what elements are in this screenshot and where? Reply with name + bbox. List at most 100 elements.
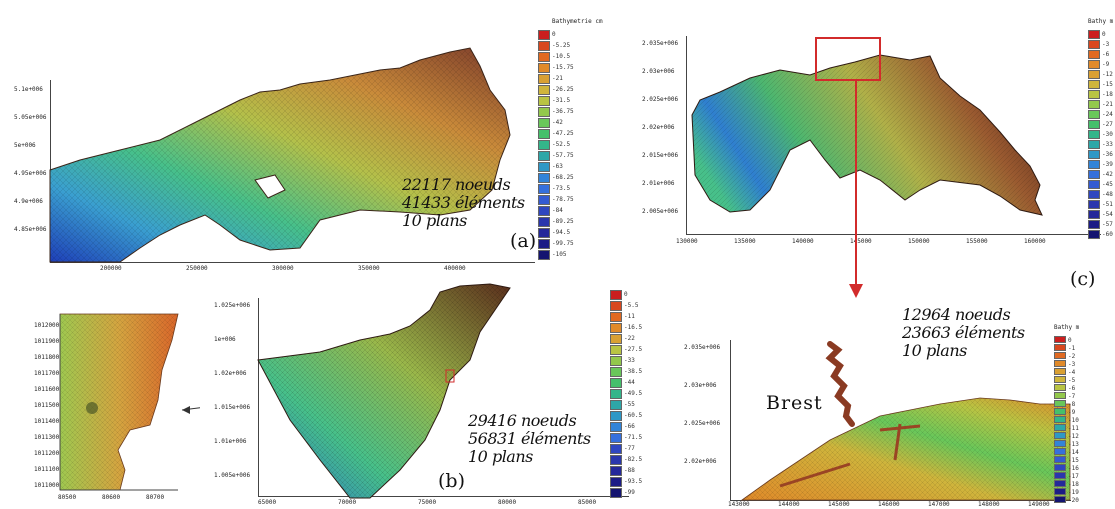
colorbar-label: -99 (624, 489, 635, 496)
colorbar-swatch (610, 455, 622, 465)
panel-b-zoom-box (445, 369, 455, 383)
colorbar-label: -18 (1068, 481, 1079, 488)
y-tick-label: 4.85e+006 (14, 226, 47, 233)
colorbar-label: -51 (1102, 201, 1113, 208)
x-tick-label: 149000 (1028, 501, 1050, 508)
colorbar-label: -66 (624, 423, 635, 430)
x-tick-label: 85000 (578, 499, 597, 506)
colorbar-label: -47.25 (552, 130, 574, 137)
colorbar-swatch (610, 345, 622, 355)
colorbar-swatch (1054, 336, 1066, 343)
colorbar-label: -24 (1102, 111, 1113, 118)
colorbar-swatch (610, 334, 622, 344)
colorbar-label: -71.5 (624, 434, 643, 441)
colorbar-swatch (610, 488, 622, 498)
y-tick-label: 5e+006 (14, 142, 36, 149)
colorbar-label: 0 (1068, 337, 1072, 344)
colorbar-swatch (538, 85, 550, 95)
colorbar-label: -7 (1068, 393, 1076, 400)
colorbar-swatch (1088, 200, 1100, 209)
colorbar-swatch (538, 140, 550, 150)
panel-c-colorbar-title: Bathy m (1088, 18, 1114, 25)
colorbar-swatch (1088, 150, 1100, 159)
colorbar-swatch (1054, 448, 1066, 455)
x-tick-label: 65000 (258, 499, 277, 506)
stat-nodes: 12964 noeuds (902, 305, 1011, 324)
colorbar-label: -19 (1068, 489, 1079, 496)
colorbar-swatch (610, 466, 622, 476)
colorbar-label: -15 (1068, 457, 1079, 464)
y-tick-label: 2.03e+006 (642, 68, 675, 75)
y-tick-label: 1011200 (34, 450, 60, 457)
y-tick-label: 1.005e+006 (214, 472, 251, 479)
colorbar-swatch (1054, 472, 1066, 479)
y-tick-label: 2.02e+006 (684, 458, 717, 465)
x-tick-label: 155000 (966, 238, 988, 245)
panel-c-axes (686, 36, 1101, 235)
y-tick-label: 1011400 (34, 418, 60, 425)
panel-a: 5.1e+006 5.05e+006 5e+006 4.95e+006 4.9e+006… (0, 0, 603, 272)
panel-a-colorbar-title: Bathymetrie cm (552, 18, 603, 25)
stat-elements: 41433 éléments (402, 193, 525, 212)
colorbar-label: -78.75 (552, 196, 574, 203)
colorbar-swatch (1054, 464, 1066, 471)
colorbar-label: -21 (552, 75, 563, 82)
y-tick-label: 1011100 (34, 466, 60, 473)
colorbar-swatch (610, 444, 622, 454)
y-tick-label: 5.05e+006 (14, 114, 47, 121)
colorbar-label: -9 (1102, 61, 1110, 68)
colorbar-label: -15.75 (552, 64, 574, 71)
colorbar-swatch (1088, 230, 1100, 239)
colorbar-swatch (538, 228, 550, 238)
y-tick-label: 1011900 (34, 338, 60, 345)
x-tick-label: 147000 (928, 501, 950, 508)
panel-c-zoom-mesh-map (740, 341, 1071, 501)
x-tick-label: 144000 (778, 501, 800, 508)
x-tick-label: 250000 (186, 265, 208, 272)
panel-b-mesh-map (257, 283, 511, 499)
inset-link-arrow (181, 407, 200, 411)
y-tick-label: 1012000 (34, 322, 60, 329)
colorbar-swatch (538, 184, 550, 194)
x-tick-label: 140000 (792, 238, 814, 245)
colorbar-label: -5.5 (624, 302, 639, 309)
colorbar-swatch (1054, 496, 1066, 503)
x-tick-label: 300000 (272, 265, 294, 272)
colorbar-swatch (1088, 50, 1100, 59)
colorbar-swatch (1088, 130, 1100, 139)
y-tick-label: 2.035e+006 (642, 40, 679, 47)
panel-c: 2.035e+006 2.03e+006 2.025e+006 2.02e+006 2.… (640, 0, 1115, 300)
colorbar-swatch (538, 63, 550, 73)
colorbar-label: -11 (624, 313, 635, 320)
colorbar-swatch (1054, 488, 1066, 495)
colorbar-label: -3 (1102, 41, 1110, 48)
colorbar-label: -6 (1068, 385, 1076, 392)
colorbar-label: -63 (552, 163, 563, 170)
colorbar-label: -2 (1068, 353, 1076, 360)
colorbar-label: -16.5 (624, 324, 643, 331)
colorbar-label: -13 (1068, 441, 1079, 448)
colorbar-swatch (1054, 424, 1066, 431)
y-tick-label: 4.9e+006 (14, 198, 43, 205)
y-tick-label: 2.005e+006 (642, 208, 679, 215)
inset-link-arrowhead (182, 406, 190, 414)
y-tick-label: 4.95e+006 (14, 170, 47, 177)
x-tick-label: 200000 (100, 265, 122, 272)
colorbar-label: -3 (1068, 361, 1076, 368)
colorbar-label: -94.5 (552, 229, 571, 236)
panel-b-inset: 1012000 1011900 1011800 1011700 1011600 10115… (0, 300, 200, 509)
colorbar-swatch (610, 301, 622, 311)
colorbar-label: -36 (1102, 151, 1113, 158)
colorbar-label: -22 (624, 335, 635, 342)
colorbar-swatch (1088, 40, 1100, 49)
y-tick-label: 1011700 (34, 370, 60, 377)
colorbar-swatch (538, 162, 550, 172)
y-tick-label: 1.015e+006 (214, 404, 251, 411)
colorbar-label: -12 (1068, 433, 1079, 440)
colorbar-label: 0 (624, 291, 628, 298)
y-tick-label: 1011800 (34, 354, 60, 361)
y-tick-label: 2.015e+006 (642, 152, 679, 159)
stat-nodes: 29416 noeuds (468, 411, 577, 430)
colorbar-swatch (1088, 190, 1100, 199)
panel-a-mesh-stats: 22117 noeuds 41433 éléments 10 plans (402, 176, 525, 230)
